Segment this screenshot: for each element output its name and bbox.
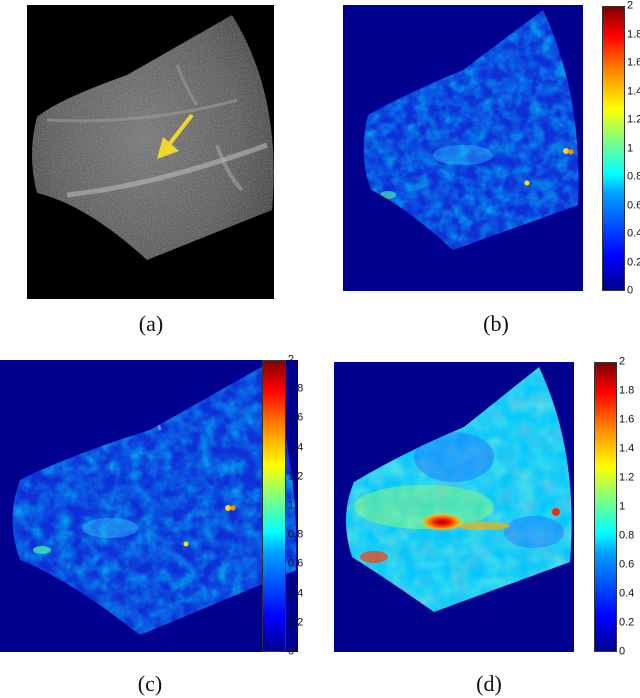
colorbar-tick: 1.8 <box>627 28 640 40</box>
colorbar-tick: 0 <box>619 645 626 658</box>
colorbar-tick: 0.4 <box>619 587 635 600</box>
caption-c: (c) <box>137 671 163 696</box>
colorbar-tick: 1 <box>627 142 634 154</box>
colorbar-tick: 1.6 <box>288 411 304 424</box>
colorbar-tick: 1.6 <box>627 56 640 69</box>
colorbar-tick: 1.4 <box>619 442 635 455</box>
colorbar-tick: 0.2 <box>619 616 635 629</box>
colorbar-tick: 1.6 <box>619 413 635 426</box>
colorbar-tick: 0.8 <box>288 528 304 541</box>
elasticity-map-b <box>343 5 583 291</box>
colorbar-tick: 0.8 <box>619 529 635 542</box>
arrow-icon <box>157 113 194 159</box>
ultrasound-image-a <box>27 5 274 299</box>
colorbar-d <box>594 362 617 652</box>
colorbar-tick: 0.4 <box>627 227 640 240</box>
colorbar-tick: 1.8 <box>619 384 635 397</box>
caption-b: (b) <box>483 311 509 336</box>
colorbar-tick: 0 <box>288 645 295 658</box>
colorbar-tick: 1.4 <box>627 85 640 97</box>
colorbar-tick: 1.2 <box>619 471 635 484</box>
caption-a: (a) <box>138 311 164 336</box>
elasticity-map-d <box>334 362 574 652</box>
colorbar-tick: 0.4 <box>288 587 304 600</box>
colorbar-tick: 0.6 <box>288 557 304 570</box>
colorbar-tick: 1.4 <box>288 441 304 454</box>
colorbar-tick: 1.8 <box>288 382 304 395</box>
colorbar-tick: 2 <box>627 0 634 12</box>
colorbar-tick: 0.6 <box>619 558 635 571</box>
caption-d: (d) <box>476 671 502 696</box>
elasticity-map-c <box>0 360 298 652</box>
colorbar-tick: 2 <box>288 353 295 366</box>
colorbar-tick: 2 <box>619 355 626 368</box>
colorbar-tick: 0.6 <box>627 199 640 211</box>
colorbar-tick: 1.2 <box>627 113 640 126</box>
colorbar-c <box>262 360 286 652</box>
colorbar-d-ticks: 2 1.8 1.6 1.4 1.2 1 0.8 0.6 0.4 0.2 0 <box>619 356 640 657</box>
colorbar-tick: 1 <box>619 500 626 513</box>
colorbar-tick: 0 <box>627 284 634 297</box>
colorbar-b-ticks: 2 1.8 1.6 1.4 1.2 1 0.8 0.6 0.4 0.2 0 <box>627 0 640 296</box>
colorbar-tick: 0.2 <box>627 256 640 268</box>
colorbar-tick: 1 <box>288 499 295 512</box>
colorbar-c-ticks: 2 1.8 1.6 1.4 1.2 1 0.8 0.6 0.4 0.2 0 <box>288 354 304 657</box>
colorbar-b <box>602 6 625 291</box>
colorbar-tick: 0.2 <box>288 616 304 629</box>
colorbar-tick: 0.8 <box>627 170 640 183</box>
colorbar-tick: 1.2 <box>288 470 304 483</box>
